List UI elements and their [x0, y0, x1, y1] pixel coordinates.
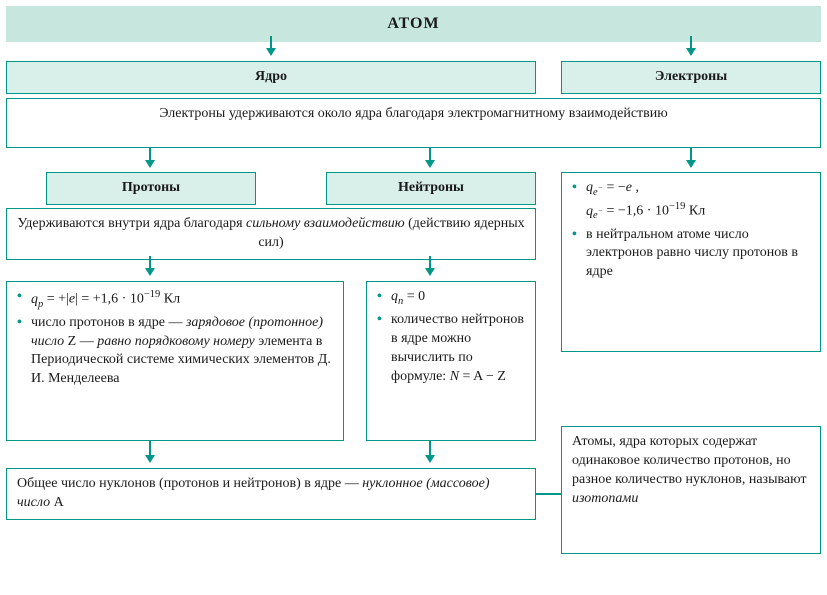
bullet-item: qp = +|e| = +1,6 · 10−19 Кл	[17, 288, 333, 312]
bullet-list: qe− = −e ,qe− = −1,6 · 10−19 Клв нейтрал…	[572, 179, 810, 282]
bullet-item: число протонов в ядре — зарядовое (прото…	[17, 314, 333, 390]
bullet-list: qp = +|e| = +1,6 · 10−19 Клчисло протоно…	[17, 288, 333, 389]
box-protons: Протоны	[46, 172, 256, 205]
box-atom: АТОМ	[6, 6, 821, 42]
box-electrons: Электроны	[561, 61, 821, 94]
bullet-list: qn = 0количество нейтронов в ядре можно …	[377, 288, 525, 387]
connector-line	[536, 493, 561, 495]
bullet-item: в нейтральном атоме число электронов рав…	[572, 226, 810, 283]
box-isotope_note: Атомы, ядра которых содержат одинаковое …	[561, 426, 821, 554]
box-html: Общее число нуклонов (протонов и нейтрон…	[17, 476, 490, 510]
atom-diagram: АТОМ Ядро Электроны Электроны удерживаются …	[6, 6, 821, 589]
box-label: Электроны	[655, 69, 727, 84]
box-html: Атомы, ядра которых содержат одинаковое …	[572, 434, 807, 506]
box-nucleus: Ядро	[6, 61, 536, 94]
bullet-item: количество нейтронов в ядре можно вычисл…	[377, 311, 525, 387]
bullet-item: qn = 0	[377, 288, 525, 309]
box-proton_props: qp = +|e| = +1,6 · 10−19 Клчисло протоно…	[6, 281, 344, 441]
box-label: Ядро	[255, 69, 287, 84]
box-label: Нейтроны	[398, 180, 464, 195]
box-neutrons: Нейтроны	[326, 172, 536, 205]
box-label: Протоны	[122, 180, 180, 195]
box-label: АТОМ	[387, 15, 439, 32]
box-neutron_props: qn = 0количество нейтронов в ядре можно …	[366, 281, 536, 441]
box-electron_props: qe− = −e ,qe− = −1,6 · 10−19 Клв нейтрал…	[561, 172, 821, 352]
box-html: Удерживаются внутри ядра благодаря сильн…	[17, 216, 524, 250]
box-text: Электроны удерживаются около ядра благод…	[159, 106, 667, 121]
bullet-item: qe− = −e ,qe− = −1,6 · 10−19 Кл	[572, 179, 810, 224]
box-nucleon_note: Общее число нуклонов (протонов и нейтрон…	[6, 468, 536, 520]
box-strong_note: Удерживаются внутри ядра благодаря сильн…	[6, 208, 536, 260]
box-em_note: Электроны удерживаются около ядра благод…	[6, 98, 821, 148]
